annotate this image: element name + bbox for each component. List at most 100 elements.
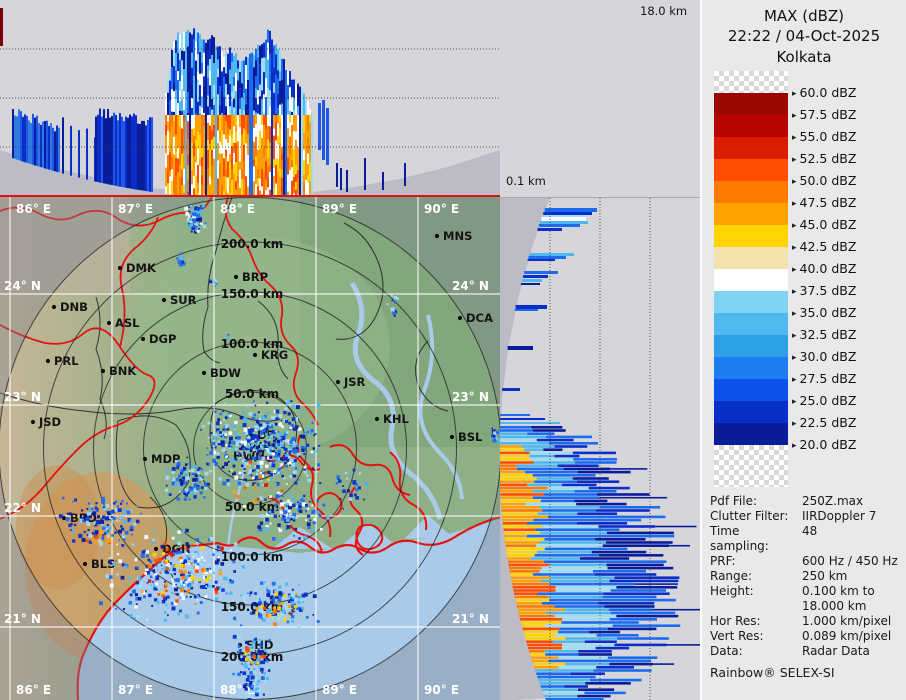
metadata-row: PRF: 600 Hz / 450 Hz bbox=[710, 554, 898, 568]
svg-text:50.0 km: 50.0 km bbox=[225, 500, 279, 514]
software-brand: Rainbow® SELEX-SI bbox=[710, 665, 835, 680]
scale-swatch bbox=[714, 445, 788, 487]
radar-map-panel: 86° E 86° E 87° E 87° E 88° E 88° E 89° E 89° E… bbox=[0, 197, 501, 700]
scale-tick-arrow: ▸ bbox=[792, 353, 797, 363]
metadata-row: Time sampling: 48 bbox=[710, 524, 818, 553]
scale-boundary-label: ▸ 25.0 dBZ bbox=[792, 393, 857, 408]
svg-text:DGH: DGH bbox=[162, 542, 191, 556]
scale-boundary-label: ▸ 60.0 dBZ bbox=[792, 85, 857, 100]
scale-swatch bbox=[714, 203, 788, 225]
scale-swatch bbox=[714, 335, 788, 357]
scale-boundary-label: ▸ 47.5 dBZ bbox=[792, 195, 857, 210]
scale-tick-arrow: ▸ bbox=[792, 133, 797, 143]
svg-text:BRP: BRP bbox=[242, 270, 268, 284]
scale-swatch bbox=[714, 291, 788, 313]
svg-text:DCA: DCA bbox=[466, 311, 493, 325]
svg-text:89° E: 89° E bbox=[322, 202, 357, 216]
scale-swatch bbox=[714, 423, 788, 445]
scale-boundary-label: ▸ 35.0 dBZ bbox=[792, 305, 857, 320]
radar-map-canvas[interactable]: 86° E86° E87° E87° E88° E88° E89° E89° E… bbox=[0, 197, 500, 700]
scale-tick-arrow: ▸ bbox=[792, 441, 797, 451]
scale-boundary-label: ▸ 30.0 dBZ bbox=[792, 349, 857, 364]
svg-text:DNB: DNB bbox=[60, 300, 88, 314]
yz-cross-section-canvas[interactable] bbox=[500, 198, 700, 700]
scale-boundary-label: ▸ 32.5 dBZ bbox=[792, 327, 857, 342]
legend-title-block: MAX (dBZ) 22:22 / 04-Oct-2025 Kolkata bbox=[702, 6, 906, 67]
svg-text:ASL: ASL bbox=[115, 316, 140, 330]
metadata-row: Pdf File: 250Z.max bbox=[710, 494, 864, 508]
scale-tick-arrow: ▸ bbox=[792, 177, 797, 187]
svg-text:MDP: MDP bbox=[151, 452, 180, 466]
svg-text:100.0 km: 100.0 km bbox=[221, 337, 284, 351]
legend-panel: MAX (dBZ) 22:22 / 04-Oct-2025 Kolkata Pd… bbox=[700, 0, 906, 700]
scale-boundary-label: ▸ 37.5 dBZ bbox=[792, 283, 857, 298]
svg-text:88° E: 88° E bbox=[220, 202, 255, 216]
scale-boundary-label: ▸ 22.5 dBZ bbox=[792, 415, 857, 430]
metadata-row: Vert Res: 0.089 km/pixel bbox=[710, 629, 892, 643]
product-title: MAX (dBZ) bbox=[763, 7, 845, 25]
svg-text:BNK: BNK bbox=[109, 364, 137, 378]
svg-text:86° E: 86° E bbox=[16, 683, 51, 697]
scale-boundary-label: ▸ 45.0 dBZ bbox=[792, 217, 857, 232]
scale-boundary-label: ▸ 40.0 dBZ bbox=[792, 261, 857, 276]
scale-swatch bbox=[714, 115, 788, 137]
scale-swatch bbox=[714, 269, 788, 291]
scale-boundary-label: ▸ 57.5 dBZ bbox=[792, 107, 857, 122]
height-axis-corner: 18.0 km 0.1 km bbox=[500, 0, 700, 197]
min-height-label: 0.1 km bbox=[506, 174, 546, 188]
scale-tick-arrow: ▸ bbox=[792, 419, 797, 429]
max-height-label: 18.0 km bbox=[640, 4, 688, 18]
scale-boundary-label: ▸ 27.5 dBZ bbox=[792, 371, 857, 386]
scale-swatch bbox=[714, 93, 788, 115]
svg-text:23° N: 23° N bbox=[452, 390, 489, 404]
scale-swatch bbox=[714, 401, 788, 423]
scale-tick-arrow: ▸ bbox=[792, 111, 797, 121]
svg-text:21° N: 21° N bbox=[452, 612, 489, 626]
scale-boundary-label: ▸ 52.5 dBZ bbox=[792, 151, 857, 166]
scale-tick-arrow: ▸ bbox=[792, 331, 797, 341]
svg-text:KHL: KHL bbox=[383, 412, 410, 426]
product-datetime: 22:22 / 04-Oct-2025 bbox=[727, 27, 881, 46]
scale-tick-arrow: ▸ bbox=[792, 89, 797, 99]
scale-swatch bbox=[714, 137, 788, 159]
svg-text:BSL: BSL bbox=[458, 430, 483, 444]
district-boundaries bbox=[0, 197, 449, 582]
scale-swatch bbox=[714, 181, 788, 203]
svg-text:90° E: 90° E bbox=[424, 202, 459, 216]
svg-text:150.0 km: 150.0 km bbox=[221, 287, 284, 301]
metadata-row: Data: Radar Data bbox=[710, 644, 870, 658]
scale-boundary-label: ▸ 50.0 dBZ bbox=[792, 173, 857, 188]
map-labels: 86° E86° E87° E87° E88° E88° E89° E89° E… bbox=[4, 202, 493, 697]
svg-text:PRL: PRL bbox=[54, 354, 79, 368]
svg-text:DGP: DGP bbox=[149, 332, 176, 346]
terrain-orange-patch-2 bbox=[16, 465, 100, 589]
xz-cross-section-canvas[interactable] bbox=[0, 0, 500, 195]
scale-tick-arrow: ▸ bbox=[792, 397, 797, 407]
reflectivity-echoes bbox=[58, 204, 500, 700]
scale-swatch bbox=[714, 313, 788, 335]
scale-tick-arrow: ▸ bbox=[792, 287, 797, 297]
metadata-row: Height: 0.100 km to 18.000 km bbox=[710, 584, 875, 613]
svg-text:KRG: KRG bbox=[261, 348, 288, 362]
svg-text:JSR: JSR bbox=[343, 375, 366, 389]
scale-boundary-label: ▸ 55.0 dBZ bbox=[792, 129, 857, 144]
svg-text:SUR: SUR bbox=[170, 293, 197, 307]
out-of-range-overlay bbox=[0, 197, 500, 700]
state-boundaries-coastline bbox=[0, 197, 500, 700]
scale-swatch bbox=[714, 357, 788, 379]
terrain-central-green bbox=[130, 237, 390, 457]
svg-text:DMK: DMK bbox=[126, 261, 157, 275]
scale-tick-arrow: ▸ bbox=[792, 309, 797, 319]
xz-echo-bars bbox=[12, 28, 406, 195]
svg-text:24° N: 24° N bbox=[4, 279, 41, 293]
yz-echo-bars bbox=[500, 208, 700, 700]
scale-boundary-label: ▸ 42.5 dBZ bbox=[792, 239, 857, 254]
scale-tick-arrow: ▸ bbox=[792, 265, 797, 275]
svg-text:MNS: MNS bbox=[443, 229, 472, 243]
svg-text:JSD: JSD bbox=[38, 415, 61, 429]
yz-cross-section-panel bbox=[500, 197, 700, 700]
scale-tick-arrow: ▸ bbox=[792, 199, 797, 209]
svg-text:BDW: BDW bbox=[210, 366, 241, 380]
scale-tick-arrow: ▸ bbox=[792, 155, 797, 165]
